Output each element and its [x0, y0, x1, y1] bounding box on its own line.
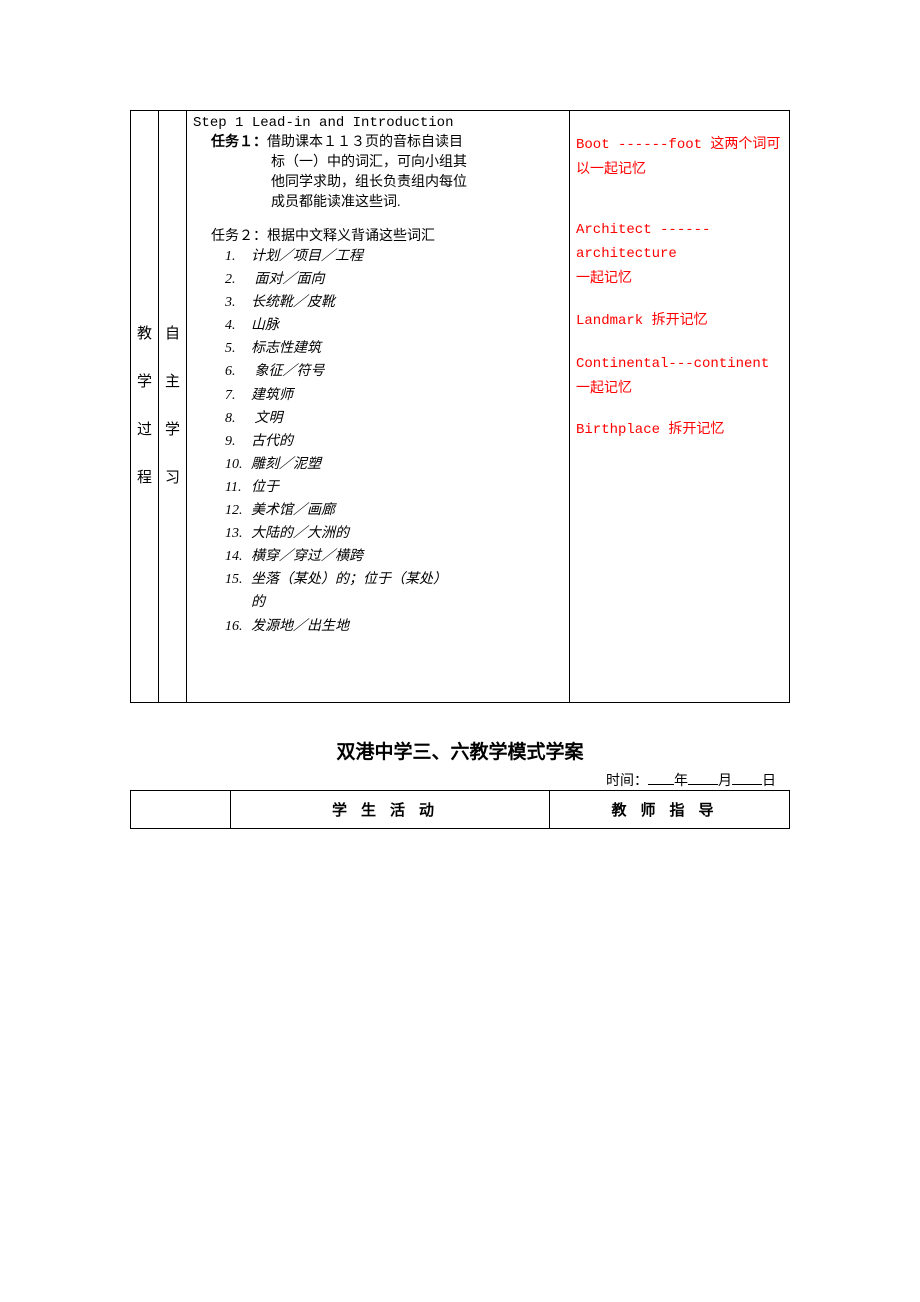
vertical-label-1: 教学过程 [131, 111, 159, 703]
vocab-item: 5.标志性建筑 [225, 337, 563, 360]
note-1: Boot ------foot 这两个词可以一起记忆 [576, 133, 783, 182]
vocab-item: 13.大陆的／大洲的 [225, 522, 563, 545]
note-2: Architect ------architecture一起记忆 [576, 218, 783, 291]
lesson-table: 教学过程 自主学习 Step 1 Lead-in and Introductio… [130, 110, 790, 703]
vocab-item: 4.山脉 [225, 314, 563, 337]
vocab-item: 1.计划／项目／工程 [225, 245, 563, 268]
vocab-item: 2. 面对／面向 [225, 268, 563, 291]
note-3: Landmark 拆开记忆 [576, 309, 783, 334]
notes-cell: Boot ------foot 这两个词可以一起记忆 Architect ---… [570, 111, 790, 703]
page-title-2: 双港中学三、六教学模式学案 [130, 737, 790, 764]
vocab-item: 16.发源地／出生地 [225, 615, 563, 638]
header-table-2: 学生活动 教师指导 [130, 790, 790, 829]
vocab-item: 6. 象征／符号 [225, 360, 563, 383]
hdr-empty [131, 790, 231, 828]
vocab-item: 8. 文明 [225, 407, 563, 430]
vocab-item: 3.长统靴／皮靴 [225, 291, 563, 314]
vocab-item: 11.位于 [225, 476, 563, 499]
activity-cell: Step 1 Lead-in and Introduction 任务１：借助课本… [187, 111, 570, 703]
date-line: 时间：年月日 [606, 770, 790, 790]
hdr-guidance: 教师指导 [550, 790, 790, 828]
step-title: Step 1 Lead-in and Introduction [193, 115, 563, 131]
task1-line1: 借助课本１１３页的音标自读目 [267, 135, 463, 150]
task1-line2: 标（一）中的词汇，可向小组其 [193, 151, 563, 171]
vocab-item: 9.古代的 [225, 430, 563, 453]
vocab-item-cont: 的 [225, 591, 563, 614]
hdr-activity: 学生活动 [231, 790, 550, 828]
vocab-list: 1.计划／项目／工程2. 面对／面向3.长统靴／皮靴4.山脉5.标志性建筑6. … [193, 245, 563, 638]
vocab-item: 10.雕刻／泥塑 [225, 453, 563, 476]
vocab-item: 14.横穿／穿过／横跨 [225, 545, 563, 568]
vertical-label-2: 自主学习 [159, 111, 187, 703]
task1-line3: 他同学求助，组长负责组内每位 [193, 171, 563, 191]
task1-label: 任务１： [211, 135, 267, 150]
vocab-item: 7.建筑师 [225, 384, 563, 407]
vocab-item: 15.坐落（某处）的；位于（某处） [225, 568, 563, 591]
task1-line4: 成员都能读准这些词. [193, 191, 563, 211]
note-5: Birthplace 拆开记忆 [576, 418, 783, 443]
vocab-item: 12.美术馆／画廊 [225, 499, 563, 522]
note-4: Continental---continent 一起记忆 [576, 352, 783, 401]
task2-label: 任务２：根据中文释义背诵这些词汇 [193, 225, 563, 245]
